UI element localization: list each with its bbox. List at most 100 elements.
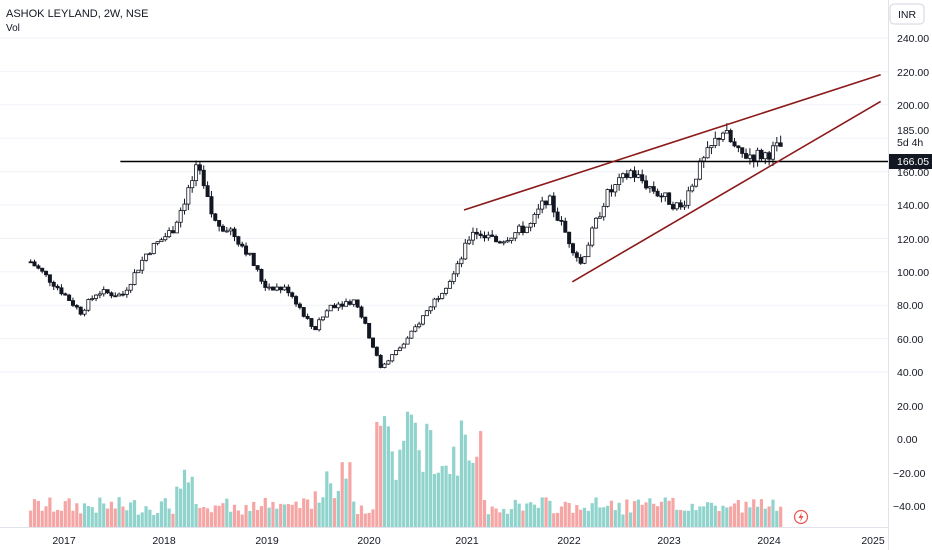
candle-body — [67, 294, 72, 301]
candle-body — [655, 190, 660, 197]
volume-bar — [679, 509, 683, 527]
candle-body — [547, 195, 552, 206]
candle-body — [594, 217, 599, 229]
volume-bar — [375, 421, 379, 527]
price-tick: 240.00 — [897, 33, 929, 45]
candle-body — [40, 267, 45, 272]
candle-body — [336, 303, 341, 309]
candle-body — [532, 213, 537, 224]
volume-bar — [186, 482, 190, 527]
candle-body — [436, 298, 441, 300]
volume-bar — [698, 506, 702, 527]
volume-bar — [244, 505, 248, 527]
candle-body — [186, 187, 191, 205]
candle-body — [236, 236, 241, 245]
volume-bar — [205, 508, 210, 527]
candle-body — [32, 261, 37, 267]
volume-bar — [367, 512, 371, 527]
price-tick: 80.00 — [897, 300, 923, 312]
candle-body — [305, 315, 310, 319]
price-candles — [28, 123, 783, 369]
candle-body — [220, 225, 225, 232]
volume-bar — [171, 513, 175, 527]
time-axis[interactable]: 2017 2018 2019 2020 2021 2022 2023 2024 … — [52, 535, 885, 547]
volume-bar — [213, 505, 217, 527]
volume-bar — [59, 510, 64, 527]
candle-body — [94, 294, 99, 299]
volume-bar — [459, 420, 464, 527]
candle-body — [355, 299, 360, 308]
candle-body — [90, 298, 95, 300]
lightning-icon[interactable] — [793, 509, 809, 525]
volume-bar — [136, 514, 140, 527]
candle-body — [201, 169, 206, 187]
price-tick: 0.00 — [897, 434, 918, 446]
volume-bar — [625, 499, 629, 527]
candle-body — [217, 220, 222, 227]
candle-body — [767, 152, 772, 160]
volume-bar — [755, 506, 760, 527]
volume-bar — [425, 423, 429, 527]
volume-bar — [317, 502, 321, 527]
candle-body — [117, 293, 122, 297]
volume-bars — [29, 411, 783, 527]
volume-bar — [221, 503, 225, 527]
candle-body — [697, 160, 702, 180]
candle-body — [605, 189, 610, 207]
candle-body — [363, 316, 368, 324]
volume-bar — [640, 504, 644, 527]
volume-bar — [340, 462, 344, 527]
candle-body — [663, 192, 668, 197]
time-tick: 2018 — [152, 535, 176, 547]
volume-bar — [763, 508, 767, 527]
price-tick: 100.00 — [897, 267, 929, 279]
volume-bar — [605, 505, 610, 527]
candle-body — [47, 274, 52, 283]
candle-body — [224, 230, 229, 233]
candle-body — [601, 205, 606, 218]
candle-body — [536, 208, 541, 215]
candle-body — [751, 154, 756, 162]
candle-body — [470, 231, 475, 241]
volume-bar — [240, 514, 244, 527]
candle-body — [194, 164, 199, 182]
candle-body — [178, 210, 183, 223]
volume-bar — [421, 471, 425, 527]
volume-bar — [575, 505, 579, 527]
volume-bar — [225, 498, 229, 527]
trend-lines[interactable] — [120, 73, 888, 283]
volume-label: Vol — [6, 23, 20, 34]
price-axis[interactable]: 240.00 220.00 200.00 185.00 160.00 140.0… — [893, 33, 929, 513]
candle-body — [63, 293, 68, 296]
volume-bar — [579, 509, 583, 527]
candle-body — [728, 130, 733, 143]
price-tick: 60.00 — [897, 334, 923, 346]
price-tick: 200.00 — [897, 100, 929, 112]
candle-body — [778, 142, 783, 147]
volume-bar — [602, 507, 606, 527]
volume-bar — [48, 497, 52, 527]
candle-body — [640, 174, 645, 182]
volume-bar — [402, 440, 406, 527]
candle-body — [578, 257, 583, 264]
candle-body — [597, 216, 602, 219]
candle-body — [544, 200, 549, 206]
volume-bar — [667, 500, 671, 527]
volume-bar — [267, 507, 271, 527]
volume-bar — [86, 506, 90, 527]
volume-bar — [190, 476, 194, 527]
volume-bar — [505, 513, 510, 527]
volume-bar — [759, 499, 764, 527]
currency-button[interactable] — [889, 3, 925, 25]
candle-body — [382, 363, 387, 368]
candle-body — [286, 286, 291, 294]
price-tick: 140.00 — [897, 200, 929, 212]
candle-body — [701, 157, 706, 162]
volume-bar — [513, 499, 517, 527]
volume-bar — [540, 497, 544, 527]
volume-bar — [348, 462, 352, 527]
volume-bar — [532, 504, 537, 527]
volume-bar — [721, 505, 725, 527]
